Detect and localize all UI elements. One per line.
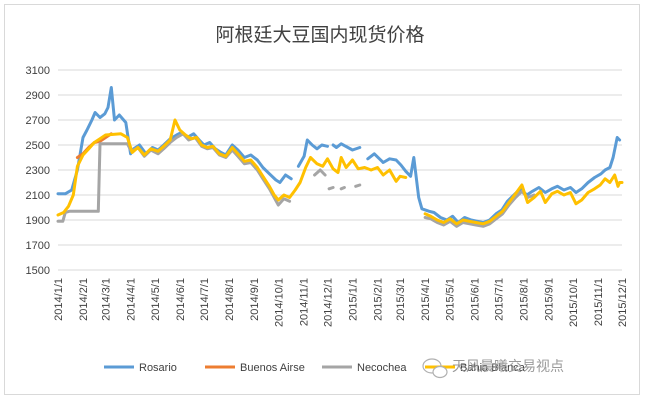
series-line — [354, 183, 362, 188]
legend-label: Rosario — [139, 362, 177, 374]
x-tick-label: 2014/3/1 — [101, 278, 113, 321]
y-tick-label: 2100 — [26, 190, 50, 202]
series-line — [339, 186, 346, 191]
legend-item: Buenos Airse — [205, 362, 305, 374]
wechat-logo-icon — [422, 358, 448, 379]
y-tick-label: 2500 — [26, 140, 50, 152]
legend-item: Rosario — [104, 362, 177, 374]
x-tick-label: 2015/8/1 — [519, 278, 531, 321]
x-axis-ticks: 2014/1/1 2014/2/1 2014/3/1 2014/4/1 2014/5/1… — [53, 278, 629, 327]
x-tick-label: 2014/7/1 — [199, 278, 211, 321]
x-tick-label: 2015/10/1 — [568, 278, 580, 327]
x-tick-label: 2015/5/1 — [444, 278, 456, 321]
legend: Rosario Buenos Airse Necochea Bahia Blanca — [104, 362, 526, 374]
x-tick-label: 2014/12/1 — [322, 278, 334, 327]
series-line — [327, 186, 335, 191]
x-tick-label: 2014/8/1 — [224, 278, 236, 321]
y-tick-label: 2900 — [26, 90, 50, 102]
x-tick-label: 2014/1/1 — [53, 278, 65, 321]
series-line — [366, 136, 622, 224]
x-tick-label: 2015/9/1 — [544, 278, 556, 321]
series-line — [56, 132, 292, 223]
x-tick-label: 2015/6/1 — [469, 278, 481, 321]
watermark: 天风晨曦交易视点 — [422, 358, 564, 379]
legend-label: Buenos Airse — [240, 362, 305, 374]
x-tick-label: 2014/9/1 — [249, 278, 261, 321]
chart-frame — [4, 4, 640, 395]
x-tick-label: 2015/4/1 — [420, 278, 432, 321]
x-tick-label: 2015/1/1 — [348, 278, 360, 321]
y-tick-label: 1700 — [26, 240, 50, 252]
series-line — [296, 138, 329, 168]
series-lines — [56, 86, 624, 228]
y-axis-ticks: 1500 1700 1900 2100 2300 2500 2700 2900 3100 — [26, 65, 50, 277]
y-tick-label: 1900 — [26, 215, 50, 227]
x-tick-label: 2015/12/1 — [617, 278, 629, 327]
x-tick-label: 2015/3/1 — [395, 278, 407, 321]
legend-label: Necochea — [357, 362, 407, 374]
series-line — [331, 142, 362, 152]
y-tick-label: 2300 — [26, 165, 50, 177]
watermark-text: 天风晨曦交易视点 — [452, 358, 564, 375]
x-tick-label: 2015/11/1 — [593, 278, 605, 326]
legend-item: Necochea — [322, 362, 407, 374]
y-tick-label: 1500 — [26, 265, 50, 277]
x-tick-label: 2014/11/1 — [298, 278, 310, 326]
x-tick-label: 2014/10/1 — [273, 278, 285, 327]
x-tick-label: 2015/2/1 — [373, 278, 385, 321]
series-line — [313, 168, 327, 177]
x-tick-label: 2014/6/1 — [175, 278, 187, 321]
y-tick-label: 3100 — [26, 65, 50, 77]
series-line — [423, 189, 536, 228]
x-tick-label: 2014/4/1 — [126, 278, 138, 321]
x-tick-label: 2015/7/1 — [494, 278, 506, 321]
series-line — [423, 173, 624, 226]
legend-label: Bahia Blanca — [460, 362, 526, 374]
series-bahia-blanca — [56, 118, 624, 226]
y-tick-label: 2700 — [26, 115, 50, 127]
series-line — [56, 118, 408, 217]
x-tick-label: 2014/5/1 — [150, 278, 162, 321]
x-tick-label: 2014/2/1 — [78, 278, 90, 321]
chart-title: 阿根廷大豆国内现货价格 — [215, 24, 424, 46]
